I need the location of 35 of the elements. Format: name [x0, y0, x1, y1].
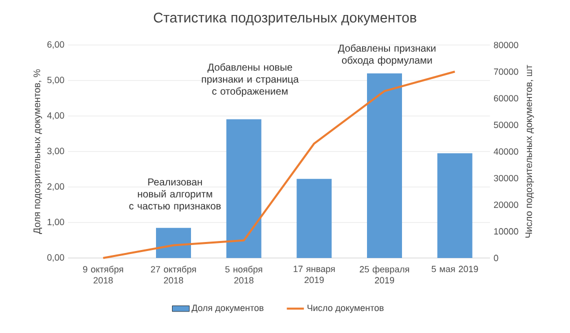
bar [296, 178, 332, 258]
y-tick-label: 6,00 [47, 41, 64, 49]
bar [437, 153, 472, 258]
bar [226, 119, 262, 258]
bar [156, 228, 191, 258]
y-tick-label: 0,00 [47, 254, 64, 262]
x-tick-label: 5 мая 2019 [432, 266, 478, 272]
x-tick-label: 25 февраля 2019 [360, 266, 410, 284]
y-tick-label: 5,00 [47, 76, 64, 84]
y2-tick-label: 30000 [494, 174, 518, 182]
y2-tick-label: 20000 [494, 202, 518, 208]
y2-tick-label: 40000 [494, 148, 518, 155]
x-tick-label: 5 ноября 2018 [225, 266, 262, 284]
y-tick-label: 3,00 [47, 148, 64, 156]
y2-tick-label: 10000 [494, 228, 518, 235]
y-axis-title: Доля подозрительных документов, % [34, 69, 42, 234]
legend-label: Доля документов [192, 304, 264, 313]
chart-title: Статистика подозрительных документов [154, 12, 416, 26]
y2-tick-label: 80000 [494, 42, 518, 48]
y-tick-label: 1,00 [48, 218, 64, 226]
y-tick-label: 4,00 [47, 112, 64, 120]
x-tick-label: 17 января 2019 [294, 266, 335, 284]
annotation: Добавлены признаки обхода формулами [338, 44, 436, 66]
y2-tick-label: 0 [494, 254, 498, 262]
y2-tick-label: 50000 [494, 122, 518, 128]
x-tick-label: 9 октября 2018 [83, 266, 124, 284]
y-tick-label: 2,00 [47, 183, 64, 191]
y2-tick-label: 60000 [494, 95, 518, 102]
legend-label: Число документов [308, 304, 384, 313]
annotation: Добавлены новые признаки и страница с отображением [202, 63, 299, 97]
y2-axis-title: Число подозрительных документов, шт [525, 64, 534, 238]
bar [367, 73, 402, 258]
y2-tick-label: 70000 [494, 68, 518, 75]
x-tick-label: 27 октября 2018 [150, 266, 196, 284]
annotation: Реализован новый алгоритм с частью признаков [129, 178, 221, 212]
